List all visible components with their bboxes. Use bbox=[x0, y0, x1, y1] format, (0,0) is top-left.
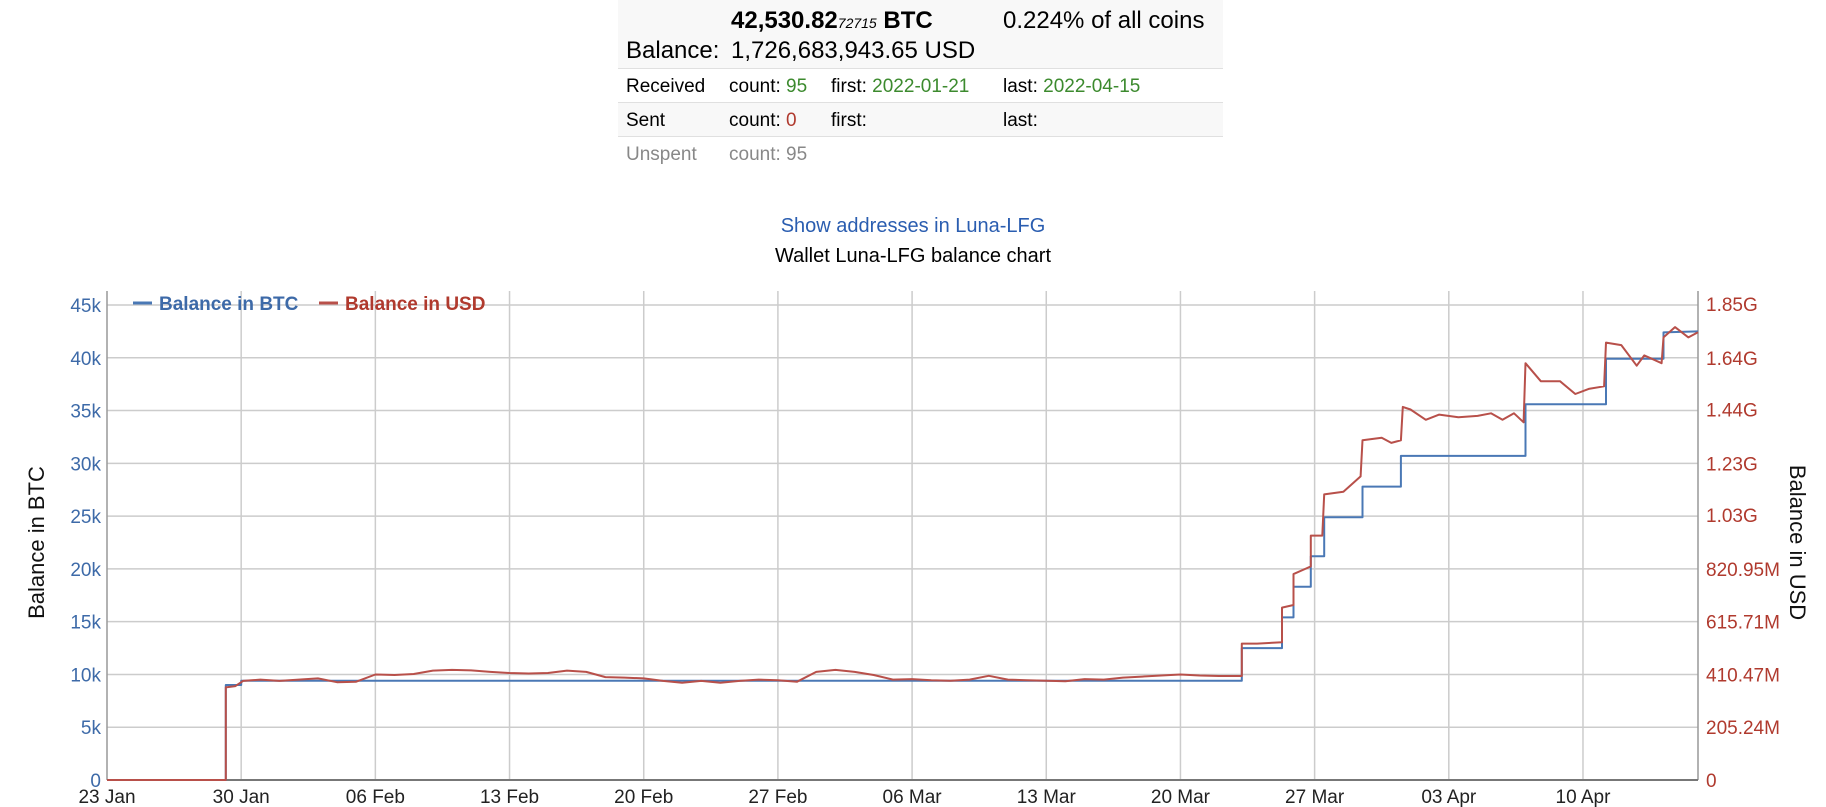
y-left-tick-label: 5k bbox=[81, 718, 102, 739]
chart-ticks: 23 Jan 30 Jan 06 Feb 13 Feb 20 Feb 27 Feb 06 M… bbox=[70, 295, 1780, 807]
sent-last-label: last: bbox=[1003, 110, 1038, 131]
received-row: Received count: 95 first: 2022-01-21 las… bbox=[618, 69, 1223, 103]
y-right-tick-label: 1.64G bbox=[1706, 349, 1758, 370]
x-tick-label: 13 Mar bbox=[1017, 787, 1077, 807]
received-first-value: 2022-01-21 bbox=[872, 76, 970, 97]
unspent-row: Unspent count: 95 bbox=[618, 137, 1223, 170]
chart-axes bbox=[106, 291, 1699, 781]
x-tick-label: 20 Mar bbox=[1151, 787, 1211, 807]
unspent-label: Unspent bbox=[626, 144, 697, 165]
received-first-label: first: bbox=[831, 76, 867, 97]
balance-row: 42,530.8272715 BTC 0.224% of all coins B… bbox=[618, 0, 1223, 69]
sent-label: Sent bbox=[626, 110, 666, 131]
unspent-count-label: count: bbox=[729, 144, 781, 165]
received-last-label: last: bbox=[1003, 76, 1038, 97]
x-tick-label: 06 Feb bbox=[346, 787, 405, 807]
axis-titles: Balance in BTC Balance in USD bbox=[24, 465, 1810, 620]
received-last: last: 2022-04-15 bbox=[1003, 76, 1140, 98]
received-count-label: count: bbox=[729, 76, 781, 97]
y-right-tick-label: 820.95M bbox=[1706, 560, 1780, 581]
btc-unit: BTC bbox=[883, 7, 933, 34]
sent-first: first: bbox=[831, 110, 867, 132]
legend-btc-label: Balance in BTC bbox=[159, 294, 299, 315]
x-tick-label: 27 Mar bbox=[1285, 787, 1345, 807]
y-right-tick-label: 1.03G bbox=[1706, 506, 1758, 527]
btc-balance: 42,530.8272715 BTC bbox=[731, 7, 933, 35]
sent-count-value: 0 bbox=[786, 110, 797, 131]
legend-usd-label: Balance in USD bbox=[345, 294, 485, 315]
sent-last: last: bbox=[1003, 110, 1038, 132]
x-tick-label: 20 Feb bbox=[614, 787, 673, 807]
unspent-count: count: 95 bbox=[729, 144, 807, 166]
btc-balance-line bbox=[107, 330, 1699, 781]
x-tick-label: 30 Jan bbox=[213, 787, 270, 807]
received-last-value: 2022-04-15 bbox=[1043, 76, 1141, 97]
received-label: Received bbox=[626, 76, 706, 97]
sent-row: Sent count: 0 first: last: bbox=[618, 103, 1223, 137]
y-left-axis-title: Balance in BTC bbox=[24, 466, 49, 619]
usd-balance-line bbox=[107, 326, 1699, 781]
x-tick-label: 06 Mar bbox=[883, 787, 943, 807]
y-left-tick-label: 35k bbox=[70, 402, 101, 423]
show-addresses-link[interactable]: Show addresses in Luna-LFG bbox=[780, 215, 1046, 237]
y-right-tick-label: 1.85G bbox=[1706, 295, 1758, 316]
x-tick-label: 10 Apr bbox=[1556, 787, 1612, 807]
y-left-tick-label: 15k bbox=[70, 613, 101, 634]
coins-share: 0.224% of all coins bbox=[1003, 7, 1205, 34]
chart-grid bbox=[107, 291, 1698, 781]
y-left-tick-label: 30k bbox=[70, 454, 101, 475]
y-right-tick-label: 205.24M bbox=[1706, 718, 1780, 739]
y-left-tick-label: 20k bbox=[70, 560, 101, 581]
balance-chart: 23 Jan 30 Jan 06 Feb 13 Feb 20 Feb 27 Feb 06 M… bbox=[24, 291, 1810, 807]
y-right-tick-label: 1.44G bbox=[1706, 400, 1758, 421]
y-right-axis-title: Balance in USD bbox=[1785, 465, 1810, 620]
chart-title: Wallet Luna-LFG balance chart bbox=[774, 245, 1052, 267]
wallet-summary-table: 42,530.8272715 BTC 0.224% of all coins B… bbox=[618, 0, 1223, 170]
y-left-tick-label: 40k bbox=[70, 349, 101, 370]
received-count: count: 95 bbox=[729, 76, 807, 98]
x-tick-label: 27 Feb bbox=[748, 787, 807, 807]
sent-first-label: first: bbox=[831, 110, 867, 131]
received-first: first: 2022-01-21 bbox=[831, 76, 969, 98]
y-left-tick-label: 0 bbox=[90, 771, 101, 792]
x-tick-label: 13 Feb bbox=[480, 787, 539, 807]
btc-balance-small-digits: 72715 bbox=[837, 15, 877, 31]
sent-count-label: count: bbox=[729, 110, 781, 131]
balance-label: Balance: bbox=[626, 37, 720, 64]
y-left-tick-label: 25k bbox=[70, 507, 101, 528]
y-left-tick-label: 10k bbox=[70, 665, 101, 686]
chart-series bbox=[107, 326, 1699, 781]
y-right-tick-label: 615.71M bbox=[1706, 613, 1780, 634]
received-count-value: 95 bbox=[786, 76, 808, 97]
y-right-tick-label: 410.47M bbox=[1706, 665, 1780, 686]
y-right-tick-label: 0 bbox=[1706, 771, 1717, 792]
x-tick-label: 23 Jan bbox=[78, 787, 135, 807]
sent-count: count: 0 bbox=[729, 110, 797, 132]
y-right-tick-label: 1.23G bbox=[1706, 455, 1758, 476]
chart-legend[interactable]: Balance in BTC Balance in USD bbox=[133, 294, 485, 315]
x-tick-label: 03 Apr bbox=[1421, 787, 1477, 807]
unspent-count-value: 95 bbox=[786, 144, 808, 165]
btc-balance-main: 42,530.82 bbox=[731, 7, 838, 34]
balance-usd: 1,726,683,943.65 USD bbox=[731, 37, 976, 64]
y-left-tick-label: 45k bbox=[70, 296, 101, 317]
